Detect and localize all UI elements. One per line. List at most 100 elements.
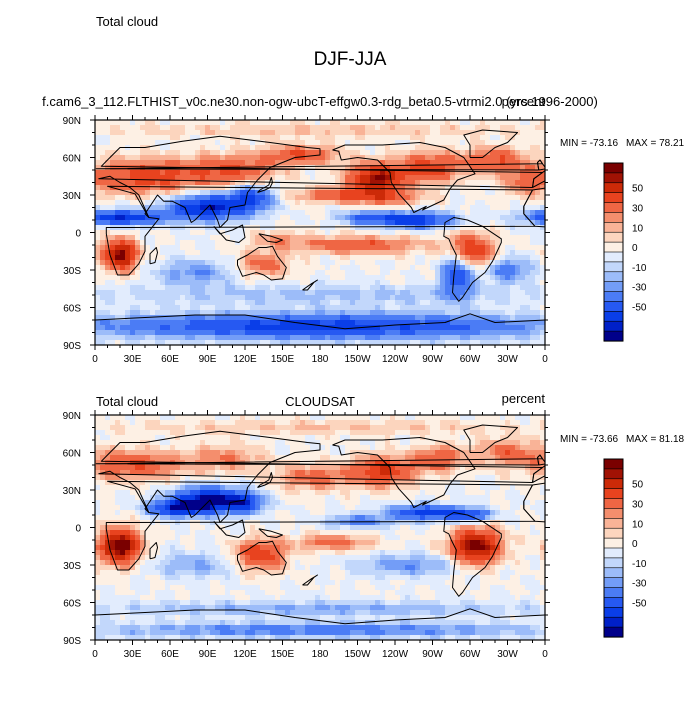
heatmap-cell — [145, 155, 151, 161]
heatmap-cell — [400, 300, 406, 306]
heatmap-cell — [525, 155, 531, 161]
heatmap-cell — [385, 215, 391, 221]
heatmap-cell — [360, 305, 366, 311]
heatmap-cell — [465, 295, 471, 301]
heatmap-cell — [445, 255, 451, 261]
heatmap-cell — [180, 320, 186, 326]
heatmap-cell — [320, 220, 326, 226]
heatmap-cell — [330, 330, 336, 336]
heatmap-cell — [295, 295, 301, 301]
heatmap-cell — [290, 335, 296, 341]
heatmap-cell — [405, 445, 411, 451]
heatmap-cell — [505, 280, 511, 286]
heatmap-cell — [330, 130, 336, 136]
heatmap-cell — [310, 170, 316, 176]
heatmap-cell — [370, 245, 376, 251]
heatmap-cell — [345, 260, 351, 266]
heatmap-cell — [135, 180, 141, 186]
heatmap-cell — [170, 145, 176, 151]
heatmap-cell — [380, 430, 386, 436]
heatmap-cell — [530, 415, 536, 421]
heatmap-cell — [225, 270, 231, 276]
heatmap-cell — [520, 175, 526, 181]
heatmap-cell — [515, 305, 521, 311]
heatmap-cell — [210, 435, 216, 441]
heatmap-cell — [395, 150, 401, 156]
heatmap-cell — [455, 140, 461, 146]
heatmap-cell — [335, 260, 341, 266]
heatmap-cell — [470, 210, 476, 216]
heatmap-cell — [385, 425, 391, 431]
heatmap-cell — [195, 420, 201, 426]
heatmap-cell — [170, 245, 176, 251]
heatmap-cell — [265, 220, 271, 226]
heatmap-cell — [110, 250, 116, 256]
heatmap-cell — [270, 145, 276, 151]
heatmap-cell — [265, 260, 271, 266]
heatmap-cell — [210, 215, 216, 221]
heatmap-cell — [510, 240, 516, 246]
heatmap-cell — [370, 235, 376, 241]
heatmap-cell — [335, 310, 341, 316]
heatmap-cell — [210, 200, 216, 206]
heatmap-cell — [300, 135, 306, 141]
heatmap-cell — [320, 315, 326, 321]
heatmap-cell — [505, 260, 511, 266]
heatmap-cell — [210, 450, 216, 456]
heatmap-cell — [170, 330, 176, 336]
heatmap-cell — [500, 220, 506, 226]
heatmap-cell — [170, 310, 176, 316]
heatmap-cell — [495, 270, 501, 276]
heatmap-cell — [115, 200, 121, 206]
heatmap-cell — [460, 190, 466, 196]
heatmap-cell — [440, 150, 446, 156]
heatmap-cell — [500, 415, 506, 421]
heatmap-cell — [150, 315, 156, 321]
heatmap-cell — [380, 335, 386, 341]
heatmap-cell — [515, 435, 521, 441]
heatmap-cell — [245, 295, 251, 301]
heatmap-cell — [365, 220, 371, 226]
heatmap-cell — [520, 270, 526, 276]
heatmap-cell — [475, 140, 481, 146]
heatmap-cell — [385, 210, 391, 216]
heatmap-cell — [275, 300, 281, 306]
heatmap-cell — [115, 160, 121, 166]
heatmap-cell — [260, 325, 266, 331]
heatmap-cell — [450, 140, 456, 146]
heatmap-cell — [425, 300, 431, 306]
heatmap-cell — [355, 210, 361, 216]
heatmap-cell — [215, 440, 221, 446]
heatmap-cell — [200, 450, 206, 456]
heatmap-cell — [480, 440, 486, 446]
heatmap-cell — [280, 300, 286, 306]
heatmap-cell — [200, 140, 206, 146]
heatmap-cell — [315, 225, 321, 231]
heatmap-cell — [325, 125, 331, 131]
heatmap-cell — [300, 120, 306, 126]
heatmap-cell — [475, 305, 481, 311]
heatmap-cell — [205, 330, 211, 336]
heatmap-cell — [170, 300, 176, 306]
heatmap-cell — [260, 125, 266, 131]
heatmap-cell — [355, 275, 361, 281]
heatmap-cell — [365, 330, 371, 336]
heatmap-cell — [95, 120, 101, 126]
heatmap-cell — [180, 330, 186, 336]
heatmap-cell — [440, 265, 446, 271]
heatmap-cell — [395, 425, 401, 431]
heatmap-cell — [330, 155, 336, 161]
heatmap-cell — [470, 230, 476, 236]
heatmap-cell — [215, 240, 221, 246]
heatmap-cell — [435, 300, 441, 306]
heatmap-cell — [220, 215, 226, 221]
heatmap-cell — [415, 125, 421, 131]
heatmap-cell — [385, 235, 391, 241]
heatmap-cell — [115, 130, 121, 136]
heatmap-cell — [330, 240, 336, 246]
heatmap-cell — [200, 440, 206, 446]
heatmap-cell — [130, 160, 136, 166]
x-tick-label: 90E — [199, 354, 217, 365]
heatmap-cell — [270, 210, 276, 216]
heatmap-cell — [305, 300, 311, 306]
